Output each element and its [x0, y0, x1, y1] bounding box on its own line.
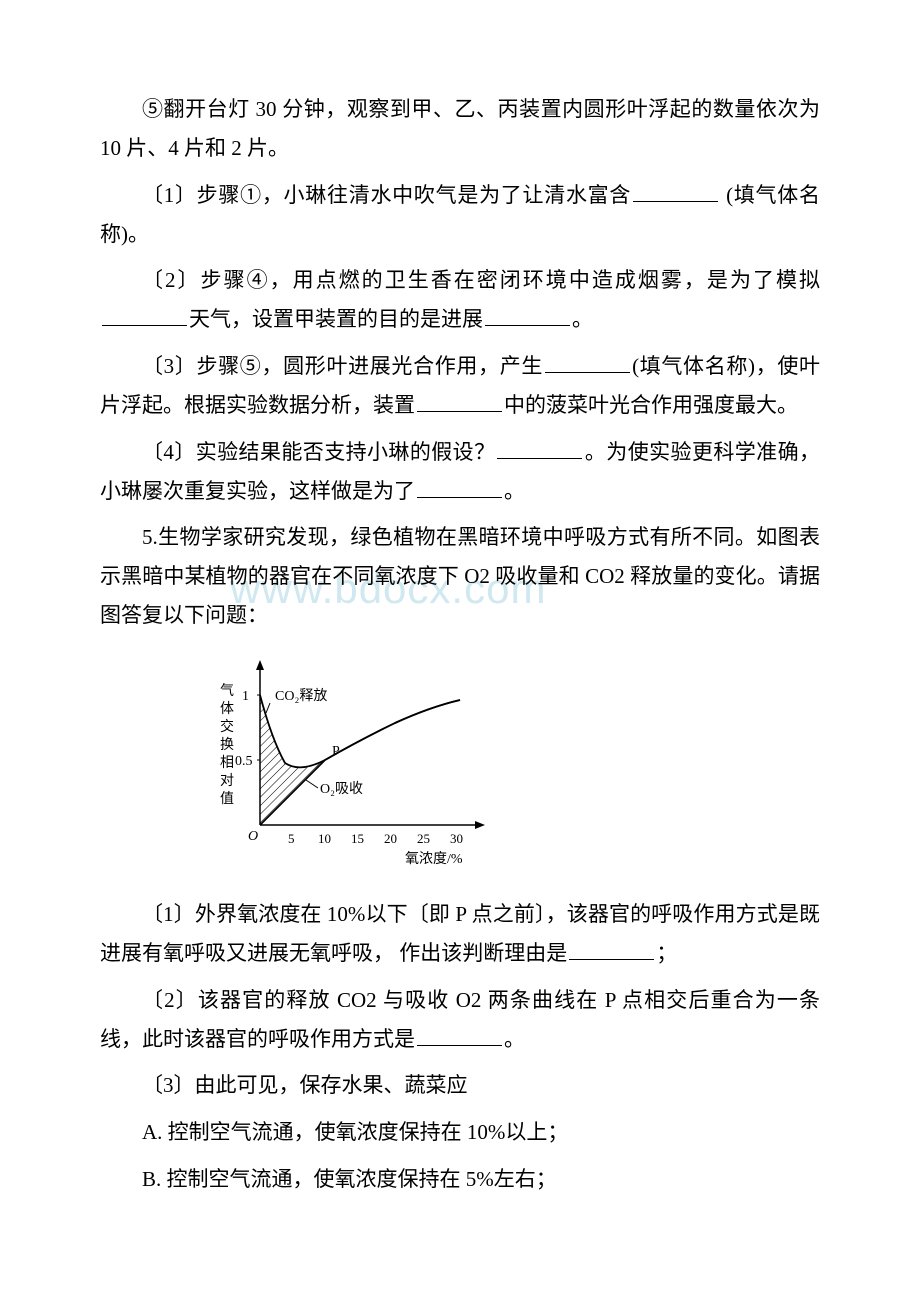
question-5-2: 〔2〕该器官的释放 CO2 与吸收 O2 两条曲线在 P 点相交后重合为一条线，…	[100, 981, 820, 1059]
o2-pointer	[306, 780, 318, 788]
q4-pre: 〔4〕实验结果能否支持小琳的假设？	[142, 440, 495, 464]
q2-post: 。	[572, 307, 593, 331]
q1-pre: 〔1〕步骤①，小琳往清水中吹气是为了让清水富含	[142, 183, 631, 207]
blank-repeat	[417, 477, 502, 498]
q51-pre: 〔1〕外界氧浓度在 10%以下〔即 P 点之前〕，该器官的呼吸作用方式是既进展有…	[100, 902, 820, 965]
xtick-15: 15	[351, 831, 364, 846]
o2-label: O₂吸收	[320, 781, 363, 797]
question-1: 〔1〕步骤①，小琳往清水中吹气是为了让清水富含 (填气体名称)。	[100, 176, 820, 254]
q3-pre: 〔3〕步骤⑤，圆形叶进展光合作用，产生	[142, 354, 543, 378]
question-3: 〔3〕步骤⑤，圆形叶进展光合作用，产生(填气体名称)，使叶片浮起。根据实验数据分…	[100, 347, 820, 425]
blank-support	[497, 438, 582, 459]
y-label-char4: 换	[220, 736, 234, 753]
origin-label: O	[248, 829, 258, 844]
question-4: 〔4〕实验结果能否支持小琳的假设？。为使实验更科学准确，小琳屡次重复实验，这样做…	[100, 433, 820, 511]
x-axis-label: 氧浓度/%	[405, 851, 463, 867]
xtick-30: 30	[450, 831, 463, 846]
co2-curve	[260, 695, 460, 767]
blank-device	[417, 391, 502, 412]
ytick-05: 0.5	[235, 754, 253, 769]
option-b: B. 控制空气流通，使氧浓度保持在 5%左右；	[100, 1160, 820, 1199]
q51-post: ；	[656, 941, 677, 965]
blank-gas1	[633, 181, 718, 202]
xtick-5: 5	[288, 831, 295, 846]
question-5-3: 〔3〕由此可见，保存水果、蔬菜应	[100, 1066, 820, 1105]
q4-post: 。	[504, 479, 525, 503]
xtick-25: 25	[417, 831, 430, 846]
q2-pre: 〔2〕步骤④，用点燃的卫生香在密闭环境中造成烟雾，是为了模拟	[142, 268, 820, 292]
p-label: P	[332, 744, 340, 759]
blank-mode	[417, 1025, 502, 1046]
y-label-char1: 气	[220, 683, 234, 699]
q52-post: 。	[504, 1027, 525, 1051]
q2-mid: 天气，设置甲装置的目的是进展	[189, 307, 483, 331]
blank-reason	[569, 939, 654, 960]
blank-weather	[102, 305, 187, 326]
chart-svg: 气 体 交 换 相 对 值 1 0.5 O 5 10 15 20 25 30	[200, 645, 500, 875]
y-label-char6: 对	[220, 773, 234, 789]
y-label-char2: 体	[220, 701, 234, 717]
o2-curve	[260, 700, 460, 825]
q3-post: 中的菠菜叶光合作用强度最大。	[504, 393, 798, 417]
paragraph-step5: ⑤翻开台灯 30 分钟，观察到甲、乙、丙装置内圆形叶浮起的数量依次为 10 片、…	[100, 90, 820, 168]
respiration-chart: 气 体 交 换 相 对 值 1 0.5 O 5 10 15 20 25 30	[200, 645, 820, 880]
blank-purpose	[485, 305, 570, 326]
document-content: ⑤翻开台灯 30 分钟，观察到甲、乙、丙装置内圆形叶浮起的数量依次为 10 片、…	[100, 90, 820, 1199]
y-label-char7: 值	[220, 791, 234, 807]
ytick-1: 1	[242, 689, 249, 704]
y-arrow	[256, 660, 264, 670]
co2-label: CO₂释放	[275, 688, 327, 704]
question-2: 〔2〕步骤④，用点燃的卫生香在密闭环境中造成烟雾，是为了模拟天气，设置甲装置的目…	[100, 261, 820, 339]
xtick-20: 20	[384, 831, 397, 846]
option-a: A. 控制空气流通，使氧浓度保持在 10%以上；	[100, 1113, 820, 1152]
y-label-char3: 交	[220, 718, 234, 735]
y-label-char5: 相	[220, 755, 234, 771]
question-5-1: 〔1〕外界氧浓度在 10%以下〔即 P 点之前〕，该器官的呼吸作用方式是既进展有…	[100, 895, 820, 973]
question-5-intro: 5.生物学家研究发现，绿色植物在黑暗环境中呼吸方式有所不同。如图表示黑暗中某植物…	[100, 518, 820, 635]
hatched-area	[260, 695, 325, 825]
blank-gas2	[545, 352, 630, 373]
xtick-10: 10	[318, 831, 331, 846]
co2-pointer	[266, 703, 270, 713]
x-arrow	[475, 821, 485, 829]
